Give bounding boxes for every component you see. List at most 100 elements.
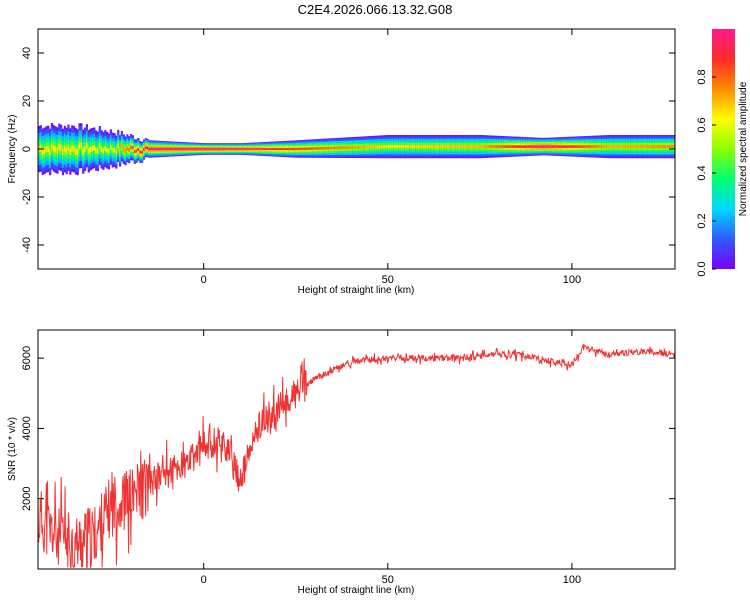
spectrogram-cell (96, 148, 100, 155)
spectrogram-cell (172, 147, 175, 151)
spectrogram-cell (65, 147, 68, 155)
colorbar-label: Normalized spectral amplitude (738, 81, 749, 216)
spectrogram-cell (395, 145, 398, 149)
spectrogram-cell (431, 145, 435, 149)
spectrogram-cell (142, 148, 146, 151)
spectrogram-cell (277, 147, 280, 151)
spectrogram-cell (266, 148, 269, 150)
spectrogram-cell (468, 145, 471, 149)
spectrogram-xtick-label: 0 (201, 274, 207, 286)
spectrogram-cell (542, 145, 545, 148)
spectrogram-cell (308, 147, 311, 150)
spectrogram-cell (76, 149, 79, 156)
spectrogram-cell (113, 147, 116, 153)
spectrogram-cell (176, 148, 179, 150)
spectrogram-cell (240, 148, 243, 150)
spectrogram-cell (652, 145, 656, 149)
spectrogram-cell (544, 145, 547, 148)
spectrogram-cell (82, 148, 85, 155)
spectrogram-cell (297, 147, 300, 151)
spectrogram-cell (428, 145, 431, 149)
spectrogram-cell (415, 145, 418, 149)
spectrogram-cell (275, 147, 278, 151)
spectrogram-cell (547, 145, 551, 148)
spectrogram-cell (579, 145, 582, 149)
spectrogram-cell (109, 144, 112, 150)
spectrogram-cell (323, 146, 326, 150)
spectrogram-cell (387, 145, 390, 149)
spectrogram-cell (605, 145, 608, 149)
spectrogram-cell (282, 147, 285, 151)
spectrogram-cell (260, 148, 263, 150)
spectrogram-cell (98, 142, 101, 149)
spectrogram-cell (349, 146, 352, 150)
spectrogram-cell (229, 148, 232, 150)
spectrogram-cell (288, 147, 291, 151)
spectrogram-cell (220, 148, 223, 150)
spectrogram-cell (472, 145, 475, 149)
spectrogram-cell (218, 148, 221, 150)
spectrogram-cell (529, 145, 532, 148)
spectrogram-cell (236, 148, 239, 150)
spectrogram-panel: 0 50 100 -40 -20 0 20 40 Height of straight lin… (7, 28, 676, 296)
spectrogram-cell (662, 145, 665, 149)
spectrogram-cell (408, 145, 411, 149)
spectrogram-cell (498, 145, 501, 149)
spectrogram-cell (599, 145, 602, 149)
spectrogram-cell (402, 145, 405, 149)
spectrogram-cell (281, 147, 284, 151)
spectrogram-cell (406, 145, 409, 149)
spectrogram-cell (575, 145, 578, 148)
spectrogram-cell (465, 145, 468, 149)
spectrogram-cell (424, 145, 427, 149)
snr-xtick-label: 100 (563, 574, 581, 586)
snr-ylabel: SNR (10 * v/v) (7, 417, 18, 481)
spectrogram-cell (634, 145, 637, 149)
spectrogram-cell (603, 145, 606, 149)
spectrogram-cell (161, 147, 164, 151)
spectrogram-cell (671, 145, 674, 149)
spectrogram-cell (128, 147, 131, 152)
spectrogram-cell (54, 146, 57, 153)
spectrogram-cell (203, 148, 206, 150)
spectrogram-cell (470, 145, 473, 149)
spectrogram-cell (117, 143, 120, 149)
spectrogram-cell (610, 145, 613, 149)
spectrogram-cell (641, 145, 645, 149)
spectrogram-cell (165, 147, 168, 151)
spectrogram-cell (570, 145, 573, 148)
spectrogram-cell (45, 146, 48, 153)
spectrogram-cell (518, 145, 521, 148)
spectrogram-cell (144, 146, 147, 150)
spectrogram-cell (231, 148, 234, 150)
spectrogram-cell (330, 146, 333, 150)
spectrogram-cell (332, 146, 335, 150)
spectrogram-cell (306, 147, 309, 150)
spectrogram-cell (577, 145, 580, 148)
spectrogram-cell (194, 148, 197, 150)
spectrogram-cell (454, 145, 457, 149)
spectrogram-cell (339, 146, 343, 150)
colorbar-tick-label: 0.4 (696, 165, 708, 180)
spectrogram-cell (328, 146, 332, 150)
spectrogram-cell (148, 147, 151, 151)
spectrogram-cell (268, 148, 271, 150)
spectrogram-cell (592, 145, 595, 149)
spectrogram-cell (363, 145, 367, 149)
spectrogram-cell (146, 146, 149, 150)
spectrogram-cell (640, 145, 643, 149)
spectrogram-cell (271, 147, 274, 151)
spectrogram-cell (246, 148, 249, 150)
spectrogram-cell (119, 148, 122, 154)
spectrogram-cell (137, 147, 140, 151)
spectrogram-cell (71, 145, 74, 152)
spectrogram-cell (107, 149, 111, 154)
snr-ytick-label: 6000 (21, 346, 33, 370)
spectrogram-cell (393, 145, 396, 149)
spectrogram-cell (590, 145, 593, 149)
spectrogram-cell (638, 145, 641, 149)
spectrogram-cell (201, 148, 204, 150)
spectrogram-cell (188, 148, 192, 150)
spectrogram-cell (384, 145, 387, 149)
spectrogram-cell (483, 145, 486, 149)
